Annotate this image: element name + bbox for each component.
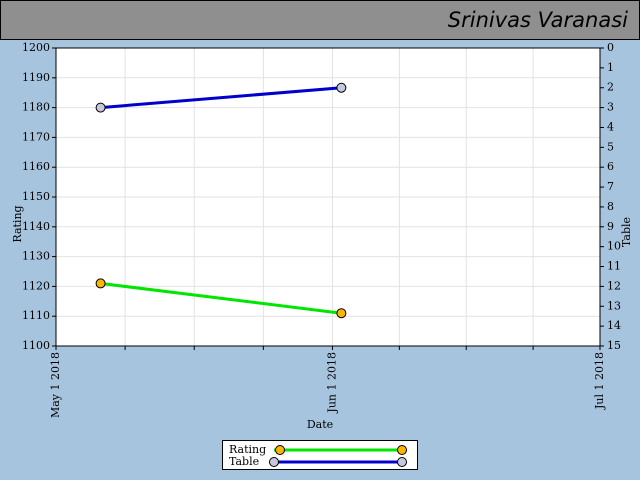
y2-tick-label: 2 [607, 81, 614, 94]
series-line [100, 86, 342, 110]
y2-tick-label: 13 [607, 299, 621, 312]
point [336, 82, 347, 93]
y-tick-label: 1170 [22, 130, 50, 143]
legend [222, 440, 418, 470]
y-tick-label: 1140 [22, 220, 50, 233]
y-tick-label: 1130 [22, 250, 50, 263]
y2-tick-label: 9 [607, 220, 614, 233]
y-tick-label: 1160 [22, 160, 50, 173]
y2-tick-label: 5 [607, 140, 614, 153]
plot-border [55, 47, 601, 347]
x-tick-label: May 1 2018 [49, 352, 62, 418]
y2-tick-label: 0 [607, 41, 614, 54]
y2-tick-label: 7 [607, 180, 614, 193]
y2-tick-label: 14 [607, 319, 621, 332]
y2-tick-label: 8 [607, 200, 614, 213]
y2-tick-label: 15 [607, 339, 621, 352]
y2-tick-label: 1 [607, 61, 614, 74]
point [95, 102, 106, 113]
y2-tick-label: 11 [607, 260, 621, 273]
legend-label: Rating [229, 443, 266, 456]
y2-tick-label: 6 [607, 160, 614, 173]
series-line [100, 281, 342, 315]
y-tick-label: 1120 [22, 279, 50, 292]
legend-marker [397, 457, 407, 467]
y2-axis-label: Table [620, 217, 633, 247]
x-axis-label: Date [307, 418, 333, 431]
x-tick-label: Jun 1 2018 [325, 352, 338, 414]
x-tick-label: Jul 1 2018 [593, 352, 606, 410]
legend-marker [275, 445, 285, 455]
legend-label: Table [229, 455, 259, 468]
y-tick-label: 1190 [22, 71, 50, 84]
y2-tick-label: 4 [607, 120, 614, 133]
point [95, 278, 106, 289]
chart-title: Srinivas Varanasi [448, 8, 628, 32]
y-tick-label: 1100 [22, 339, 50, 352]
legend-marker [397, 445, 407, 455]
y2-tick-label: 3 [607, 101, 614, 114]
y-tick-label: 1180 [22, 101, 50, 114]
y-tick-label: 1110 [22, 309, 50, 322]
y2-tick-label: 12 [607, 279, 621, 292]
point [336, 308, 347, 319]
header [0, 0, 640, 40]
y-tick-label: 1200 [22, 41, 50, 54]
y-tick-label: 1150 [22, 190, 50, 203]
y2-tick-label: 10 [607, 240, 621, 253]
y-axis-label: Rating [11, 205, 24, 242]
legend-marker [269, 457, 279, 467]
